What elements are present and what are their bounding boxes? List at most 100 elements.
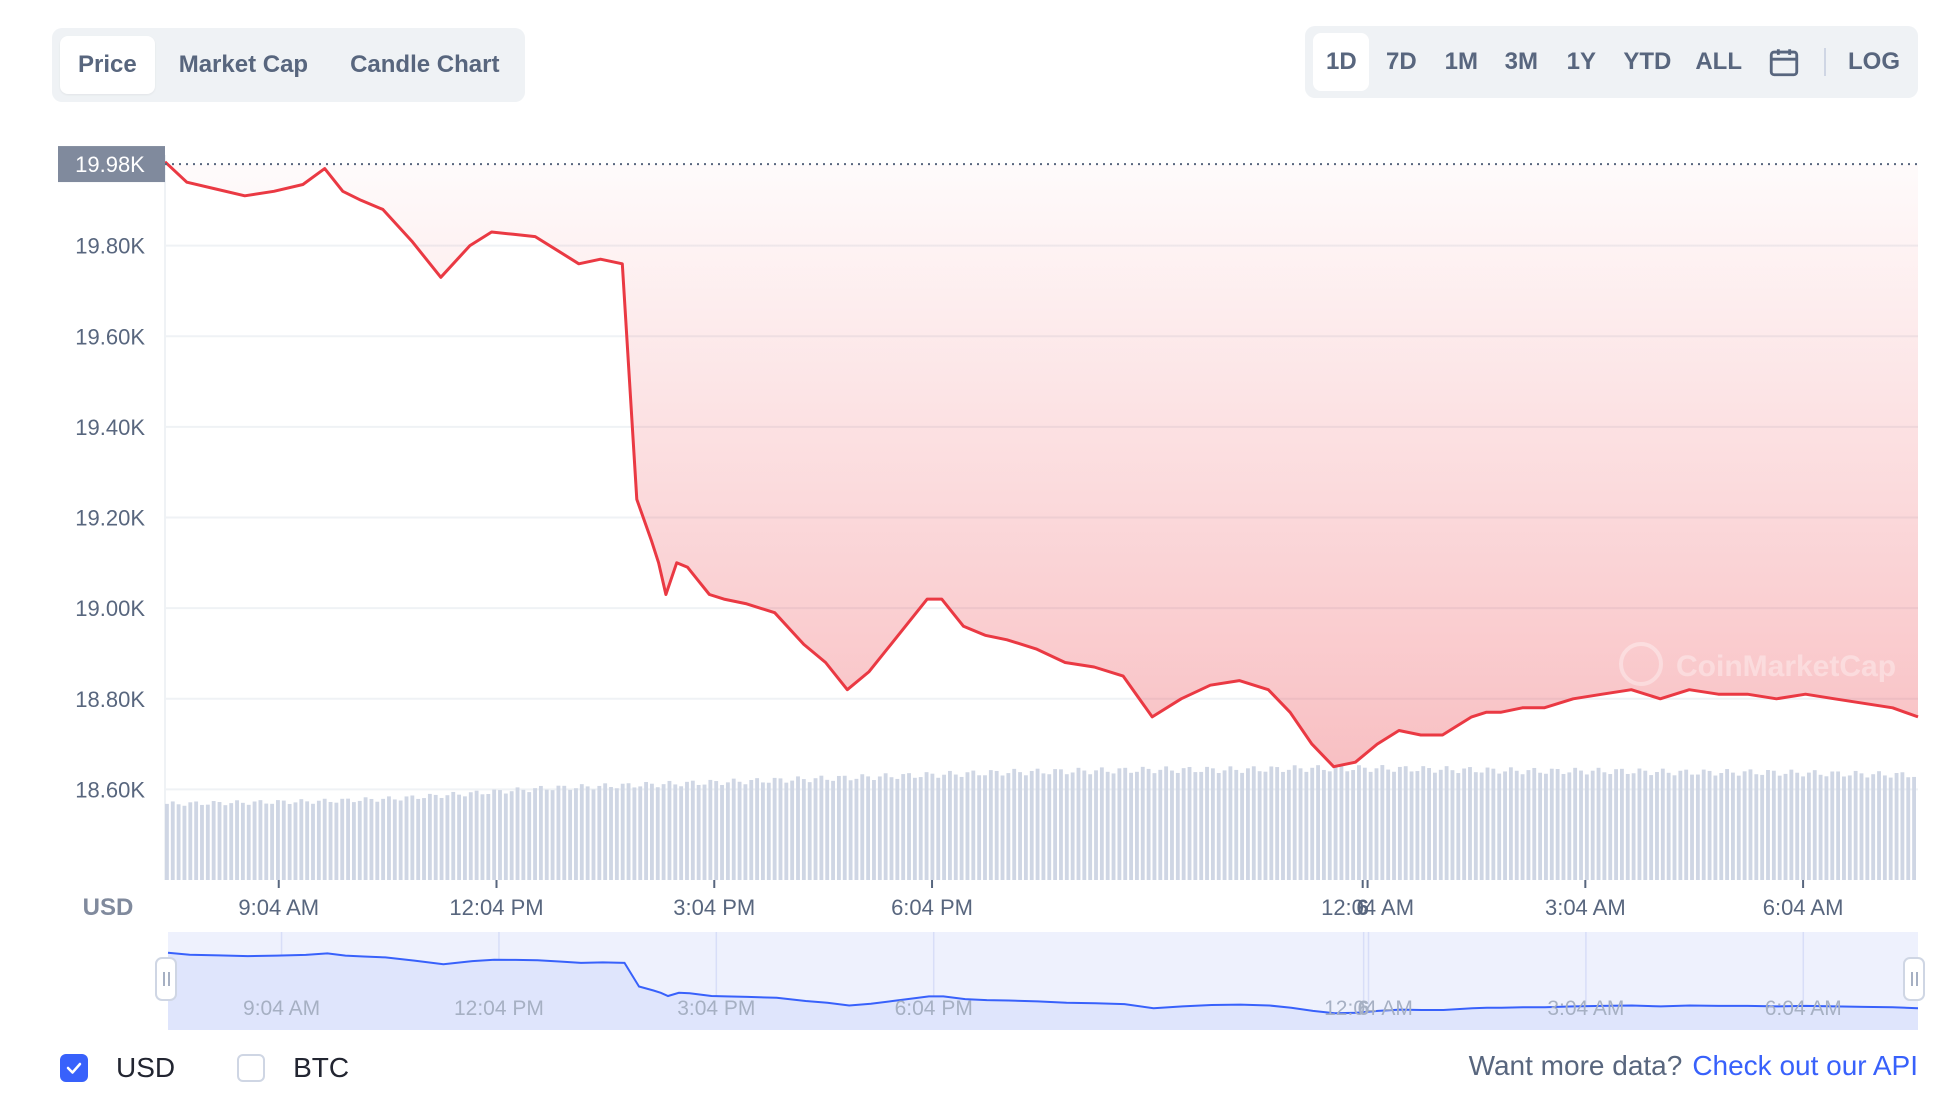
volume-bar xyxy=(1906,777,1911,880)
tab-market-cap[interactable]: Market Cap xyxy=(178,51,309,78)
range-navigator[interactable]: 9:04 AM 12:04 PM 3:04 PM 6:04 PM 612:04 AM 3:… xyxy=(155,932,1925,1030)
calendar-button[interactable] xyxy=(1756,33,1812,91)
x-tick-label: 3:04 AM xyxy=(1545,895,1626,920)
volume-bar xyxy=(1292,765,1297,880)
volume-bar xyxy=(1193,772,1198,880)
volume-bar xyxy=(778,778,783,880)
volume-bar xyxy=(1175,772,1180,880)
btc-checkbox[interactable] xyxy=(237,1054,266,1082)
volume-bar xyxy=(1164,766,1169,880)
volume-bar xyxy=(1339,766,1344,880)
volume-bar xyxy=(638,786,643,880)
volume-bar xyxy=(1520,774,1525,880)
volume-bar xyxy=(1660,768,1665,880)
volume-bar xyxy=(235,800,239,880)
volume-bar xyxy=(749,780,754,880)
volume-bar xyxy=(889,777,894,880)
volume-bar xyxy=(392,799,397,880)
volume-bar xyxy=(953,774,958,880)
volume-bar xyxy=(907,773,911,880)
y-tick-label: 19.60K xyxy=(75,324,145,349)
volume-bar xyxy=(480,794,485,880)
range-all-button[interactable]: ALL xyxy=(1695,48,1742,75)
volume-bar xyxy=(1222,770,1227,880)
volume-bar xyxy=(971,770,976,880)
volume-bar xyxy=(433,794,438,880)
volume-bar xyxy=(597,785,602,880)
volume-bar xyxy=(1678,770,1683,880)
volume-bar xyxy=(1894,773,1899,880)
volume-bar xyxy=(165,803,169,880)
volume-bar xyxy=(276,800,280,880)
volume-bar xyxy=(661,784,666,880)
volume-bar xyxy=(416,798,421,880)
navigator-left-handle[interactable] xyxy=(155,957,177,1001)
volume-bar xyxy=(813,778,818,880)
volume-bar xyxy=(1351,770,1356,880)
volume-bar xyxy=(1666,772,1671,880)
volume-bar xyxy=(655,787,660,880)
range-ytd-button[interactable]: YTD xyxy=(1623,48,1672,75)
volume-bar xyxy=(287,803,292,880)
volume-bar xyxy=(200,804,204,880)
volume-bar xyxy=(305,801,310,880)
tab-price[interactable]: Price xyxy=(60,36,155,94)
volume-bar xyxy=(1205,766,1209,880)
range-1m-button[interactable]: 1M xyxy=(1444,48,1479,75)
volume-bar xyxy=(1397,766,1402,880)
volume-bar xyxy=(246,804,251,880)
api-promo: Want more data? Check out our API xyxy=(1469,1050,1918,1082)
volume-bar xyxy=(229,803,234,880)
volume-bar xyxy=(527,792,532,880)
volume-bar xyxy=(1000,775,1005,880)
volume-bar xyxy=(714,781,719,880)
range-1d-button[interactable]: 1D xyxy=(1313,33,1370,91)
volume-bar xyxy=(942,774,947,880)
volume-bar xyxy=(901,774,906,880)
volume-bar xyxy=(872,780,876,880)
y-axis-labels: 19.80K 19.60K 19.40K 19.20K 19.00K 18.80K 18.6… xyxy=(75,234,145,803)
volume-bar xyxy=(1421,766,1426,880)
volume-bar xyxy=(1619,768,1624,880)
volume-bar xyxy=(1532,767,1537,880)
tab-candle-chart[interactable]: Candle Chart xyxy=(350,51,500,78)
volume-bar xyxy=(398,800,403,880)
volume-bar xyxy=(585,786,590,880)
volume-bar xyxy=(1544,773,1548,880)
volume-bar xyxy=(1269,766,1274,880)
navigator-right-handle[interactable] xyxy=(1903,957,1925,1001)
log-scale-button[interactable]: LOG xyxy=(1848,48,1900,75)
volume-bar xyxy=(912,777,917,880)
price-chart[interactable]: CoinMarketCap 19.98K 19.80K19.60K19.40K1… xyxy=(0,0,1948,1040)
volume-bar xyxy=(720,784,724,880)
volume-bar xyxy=(836,775,841,880)
volume-bar xyxy=(351,802,356,880)
time-range-selector: 1D 7D 1M 3M 1Y YTD ALL LOG xyxy=(1305,26,1918,98)
volume-bar xyxy=(702,784,707,880)
usd-checkbox[interactable] xyxy=(60,1054,88,1082)
volume-bar xyxy=(316,800,321,880)
volume-bar xyxy=(801,779,806,880)
volume-bar xyxy=(328,801,333,880)
volume-bar xyxy=(1210,768,1215,880)
volume-bar xyxy=(1444,766,1449,880)
navigator-line xyxy=(167,951,1919,1015)
watermark: CoinMarketCap xyxy=(1619,642,1896,686)
volume-bar xyxy=(544,789,549,880)
volume-bar xyxy=(369,798,374,880)
volume-bar xyxy=(1327,771,1332,880)
range-1y-button[interactable]: 1Y xyxy=(1566,48,1597,75)
volume-bar xyxy=(1842,776,1846,880)
volume-bar xyxy=(1041,773,1046,880)
range-7d-button[interactable]: 7D xyxy=(1386,48,1417,75)
volume-bar xyxy=(983,775,987,880)
navigator-x-label: 9:04 AM xyxy=(243,997,320,1020)
volume-bar xyxy=(381,798,386,880)
volume-bar xyxy=(772,777,777,880)
usd-label: USD xyxy=(116,1052,176,1083)
volume-bar xyxy=(1082,770,1087,880)
api-link[interactable]: Check out our API xyxy=(1692,1050,1918,1081)
volume-bar xyxy=(1707,770,1712,880)
range-3m-button[interactable]: 3M xyxy=(1504,48,1539,75)
volume-bar xyxy=(427,793,432,880)
